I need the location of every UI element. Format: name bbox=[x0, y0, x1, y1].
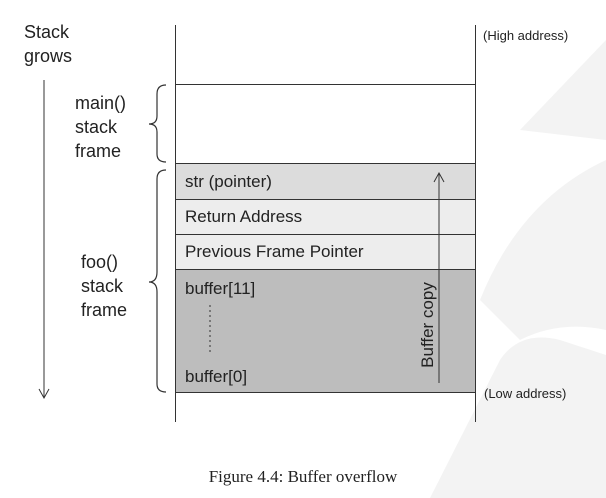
main-frame-top-line bbox=[175, 84, 476, 85]
figure-caption: Figure 4.4: Buffer overflow bbox=[208, 467, 398, 486]
buffer-bottom-label: buffer[0] bbox=[185, 367, 248, 386]
foo-frame-line1: foo() bbox=[81, 252, 119, 272]
stack-grows-line2: grows bbox=[24, 46, 73, 66]
previous-frame-pointer-cell: Previous Frame Pointer bbox=[175, 234, 476, 270]
main-frame-line1: main() bbox=[75, 93, 127, 113]
low-address-label: (Low address) bbox=[484, 386, 567, 401]
stack-grows-label: Stack grows bbox=[24, 20, 72, 68]
main-frame-brace bbox=[148, 84, 167, 163]
buffer-copy-label: Buffer copy bbox=[418, 282, 437, 368]
stack-grows-line1: Stack bbox=[24, 22, 70, 42]
return-address-cell: Return Address bbox=[175, 199, 476, 235]
foo-frame-brace bbox=[148, 169, 167, 393]
foo-frame-line3: frame bbox=[81, 300, 128, 320]
buffer-top-label: buffer[11] bbox=[185, 279, 256, 298]
main-frame-label: main() stack frame bbox=[75, 91, 126, 163]
high-address-label: (High address) bbox=[483, 28, 569, 43]
main-frame-line2: stack bbox=[75, 117, 118, 137]
str-pointer-label: str (pointer) bbox=[185, 172, 272, 191]
foo-frame-line2: stack bbox=[81, 276, 124, 296]
foo-frame-label: foo() stack frame bbox=[81, 250, 127, 322]
previous-frame-pointer-label: Previous Frame Pointer bbox=[185, 242, 364, 261]
return-address-label: Return Address bbox=[185, 207, 303, 226]
buffer-cell: buffer[11] buffer[0] bbox=[175, 269, 476, 393]
main-frame-line3: frame bbox=[75, 141, 122, 161]
